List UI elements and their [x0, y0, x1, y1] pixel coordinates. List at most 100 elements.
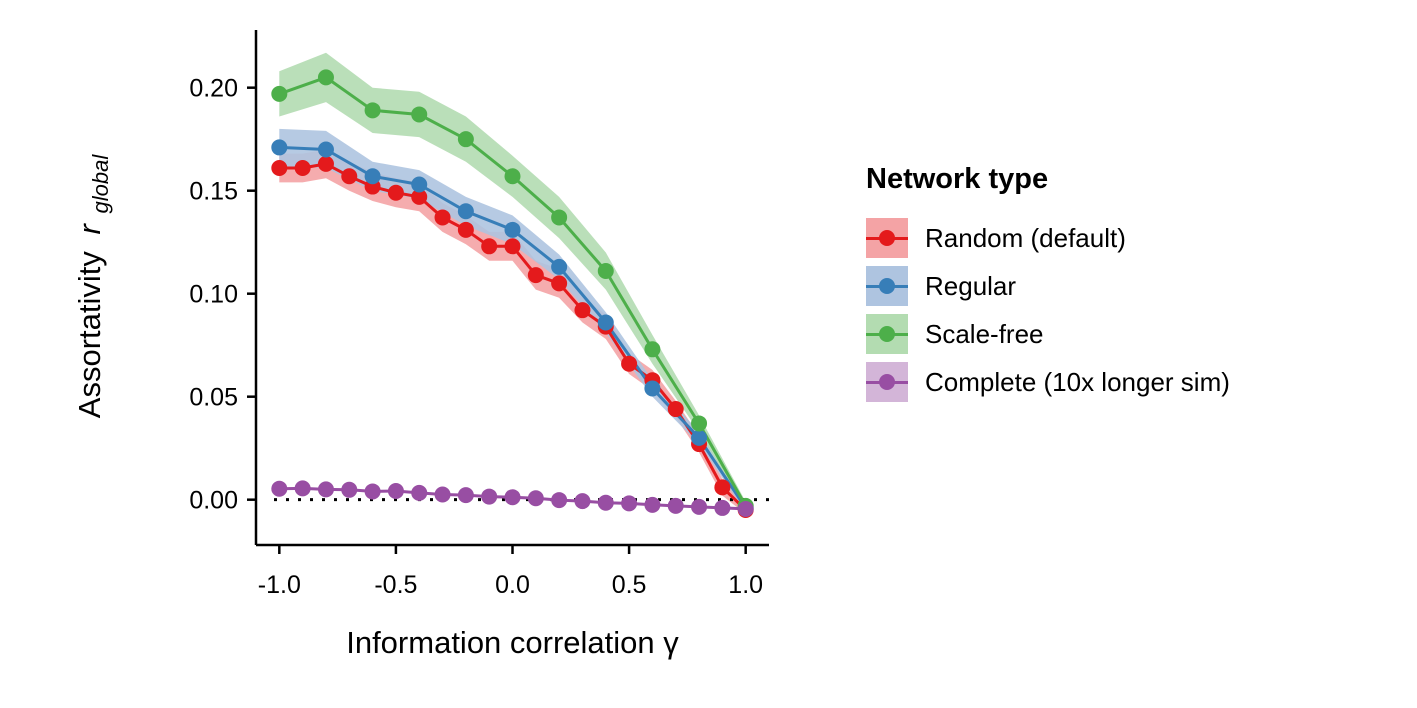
point-complete-10x-longer-sim	[597, 494, 614, 511]
y-axis-title-subscript: global	[88, 154, 113, 214]
legend-label-regular: Regular	[925, 270, 1017, 301]
point-complete-10x-longer-sim	[667, 497, 684, 514]
point-complete-10x-longer-sim	[621, 495, 638, 512]
point-random-default	[411, 188, 428, 205]
point-complete-10x-longer-sim	[527, 490, 544, 507]
point-complete-10x-longer-sim	[271, 480, 288, 497]
point-complete-10x-longer-sim	[737, 500, 754, 517]
legend-label-random-default: Random (default)	[925, 222, 1126, 253]
point-complete-10x-longer-sim	[294, 480, 311, 497]
line-regular	[279, 145, 747, 509]
point-random-default	[667, 401, 684, 418]
point-scale-free	[411, 106, 428, 123]
point-random-default	[457, 221, 474, 238]
point-complete-10x-longer-sim	[714, 499, 731, 516]
point-regular	[691, 429, 708, 446]
legend-key-scale-free	[866, 314, 908, 354]
legend-label-scale-free: Scale-free	[925, 318, 1044, 349]
y-axis-title-text: Assortativity	[72, 251, 107, 419]
point-regular	[551, 258, 568, 275]
point-regular	[457, 203, 474, 220]
y-tick-label: 0.20	[189, 75, 238, 103]
legend-dot-regular	[879, 278, 895, 294]
point-complete-10x-longer-sim	[504, 489, 521, 506]
y-tick-label: 0.05	[189, 384, 238, 412]
point-scale-free	[364, 102, 381, 119]
legend-key-complete-10x-longer-sim	[866, 362, 908, 402]
point-regular	[364, 168, 381, 185]
point-scale-free	[551, 209, 568, 226]
point-complete-10x-longer-sim	[411, 484, 428, 501]
point-scale-free	[597, 263, 614, 280]
point-random-default	[434, 209, 451, 226]
legend-key-regular	[866, 266, 908, 306]
legend-label-complete-10x-longer-sim: Complete (10x longer sim)	[925, 366, 1230, 397]
legend-item-complete-10x-longer-sim: Complete (10x longer sim)	[866, 358, 1230, 406]
point-regular	[271, 139, 288, 156]
point-complete-10x-longer-sim	[481, 488, 498, 505]
x-tick-label: 0.5	[612, 571, 647, 599]
point-scale-free	[457, 131, 474, 148]
point-regular	[644, 380, 661, 397]
point-complete-10x-longer-sim	[434, 486, 451, 503]
point-scale-free	[691, 415, 708, 432]
legend-items: Random (default) Regular Scale-free Complet…	[866, 214, 1230, 406]
point-random-default	[481, 238, 498, 255]
point-random-default	[621, 355, 638, 372]
point-regular	[504, 221, 521, 238]
legend-key-random-default	[866, 218, 908, 258]
point-complete-10x-longer-sim	[644, 496, 661, 513]
point-random-default	[317, 155, 334, 172]
point-regular	[317, 141, 334, 158]
y-axis-title-symbol: r	[72, 222, 107, 234]
band-scale-free	[279, 52, 746, 510]
point-scale-free	[644, 341, 661, 358]
point-complete-10x-longer-sim	[364, 483, 381, 500]
point-complete-10x-longer-sim	[341, 481, 358, 498]
point-random-default	[527, 267, 544, 284]
band-random-default	[279, 149, 746, 515]
legend-dot-random-default	[879, 230, 895, 246]
point-complete-10x-longer-sim	[691, 498, 708, 515]
point-regular	[597, 314, 614, 331]
point-random-default	[574, 302, 591, 319]
x-tick-label: 1.0	[728, 571, 763, 599]
point-random-default	[714, 479, 731, 496]
series-points	[271, 69, 754, 518]
legend-item-random-default: Random (default)	[866, 214, 1230, 262]
point-complete-10x-longer-sim	[551, 492, 568, 509]
point-random-default	[271, 160, 288, 177]
series-lines	[278, 75, 748, 512]
legend-title: Network type	[866, 163, 1049, 195]
x-axis-ticks: -1.0 -0.5 0.0 0.5 1.0	[258, 545, 763, 599]
point-scale-free	[504, 168, 521, 185]
point-random-default	[551, 275, 568, 292]
legend: Network type Random (default) Regular Scal…	[866, 163, 1230, 406]
line-scale-free	[278, 75, 748, 507]
legend-item-scale-free: Scale-free	[866, 310, 1230, 358]
x-axis-title: Information correlation γ	[346, 625, 679, 660]
x-tick-label: -0.5	[374, 571, 417, 599]
point-scale-free	[317, 69, 334, 86]
point-complete-10x-longer-sim	[457, 487, 474, 504]
y-tick-label: 0.15	[189, 178, 238, 206]
x-tick-label: -1.0	[258, 571, 301, 599]
point-random-default	[341, 168, 358, 185]
y-axis-title: Assortativity r global	[72, 154, 113, 419]
point-random-default	[504, 238, 521, 255]
legend-dot-complete-10x-longer-sim	[879, 374, 895, 390]
y-tick-label: 0.00	[189, 487, 238, 515]
x-tick-label: 0.0	[495, 571, 530, 599]
y-tick-label: 0.10	[189, 281, 238, 309]
point-random-default	[387, 184, 404, 201]
point-random-default	[294, 160, 311, 177]
legend-dot-scale-free	[879, 326, 895, 342]
point-complete-10x-longer-sim	[317, 481, 334, 498]
point-complete-10x-longer-sim	[387, 483, 404, 500]
confidence-bands	[279, 52, 746, 515]
point-regular	[411, 176, 428, 193]
legend-item-regular: Regular	[866, 262, 1230, 310]
point-scale-free	[271, 85, 288, 102]
y-axis-ticks: 0.00 0.05 0.10 0.15 0.20	[189, 75, 256, 515]
